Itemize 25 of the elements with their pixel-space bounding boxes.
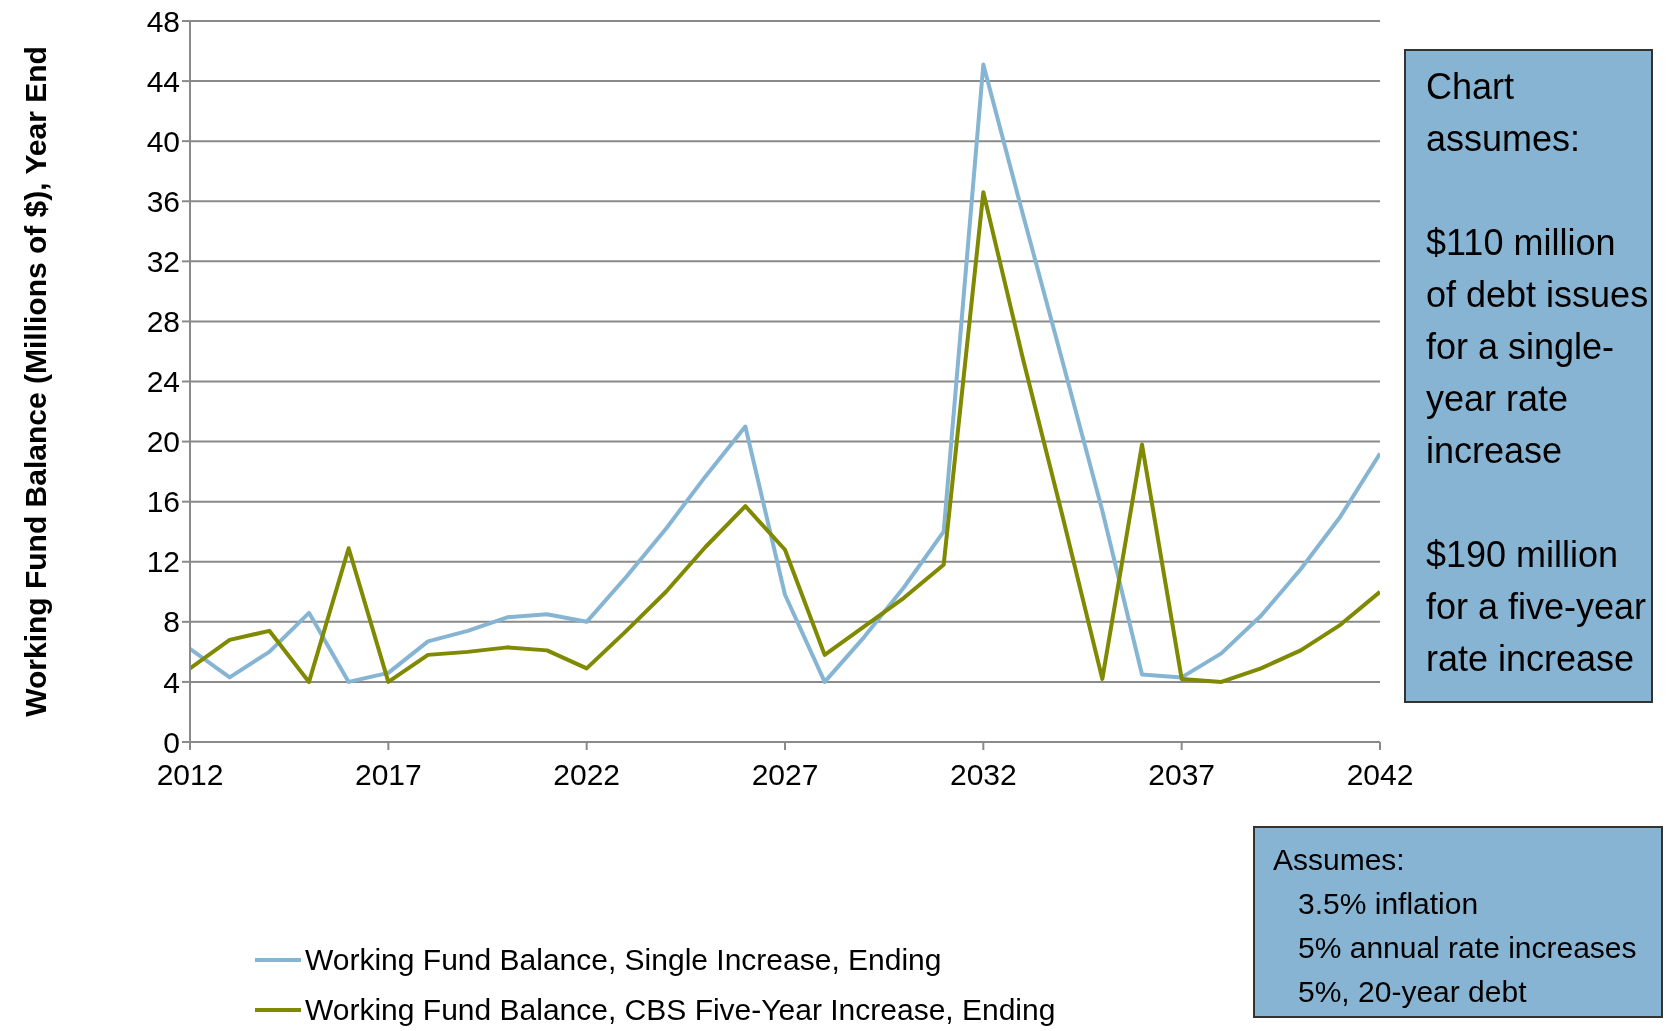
x-tick-label: 2012 [156, 758, 224, 792]
y-tick-label: 48 [146, 4, 180, 38]
x-tick-label: 2022 [553, 758, 621, 792]
y-tick-label: 4 [163, 665, 180, 699]
legend-label: Working Fund Balance, CBS Five-Year Increase, Ending [305, 993, 1056, 1027]
x-tick-label: 2042 [1346, 758, 1414, 792]
y-tick-label: 44 [146, 64, 180, 98]
y-tick-label: 40 [146, 124, 180, 158]
legend-label: Working Fund Balance, Single Increase, Ending [305, 943, 942, 977]
y-tick-label: 16 [146, 485, 180, 519]
x-tick-label: 2017 [354, 758, 422, 792]
y-tick-label: 20 [146, 425, 180, 459]
x-tick-label: 2027 [751, 758, 819, 792]
y-tick-label: 0 [163, 725, 180, 759]
x-tick-label: 2032 [949, 758, 1017, 792]
y-tick-label: 12 [146, 545, 180, 579]
text: Chart assumes: $110 million of debt issues for a single-year rate increase $190 million for a five-year rate increase [1426, 66, 1649, 679]
text: Assumes: 3.5% inflation 5% annual rate increases 5%, 20-year debt [1253, 826, 1663, 1018]
y-tick-label: 8 [163, 605, 180, 639]
y-tick-label: 32 [146, 244, 180, 278]
y-tick-label: 36 [146, 184, 180, 218]
y-axis-title: Working Fund Balance (Millions of $), Year End [18, 46, 52, 717]
y-tick-label: 24 [146, 365, 180, 399]
x-tick-label: 2037 [1148, 758, 1216, 792]
y-tick-label: 28 [146, 305, 180, 339]
